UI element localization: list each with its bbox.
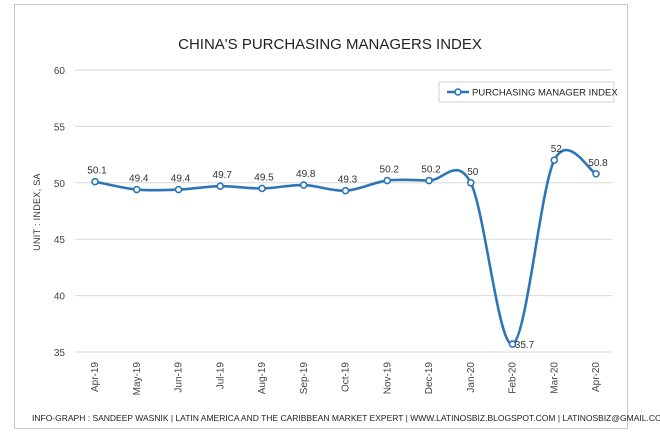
data-label: 50.8 [588,158,608,169]
data-label: 52 [551,144,563,155]
x-tick-label: Sep-19 [299,362,310,395]
legend: PURCHASING MANAGER INDEX [438,81,618,103]
x-tick-label: Jun-19 [174,362,185,393]
data-point [299,181,308,189]
data-label: 49.5 [254,172,274,183]
y-tick-label: 40 [54,292,66,303]
data-point [174,185,183,194]
data-point [132,185,141,194]
data-label: 50.1 [87,166,107,177]
data-point [550,156,559,165]
x-tick-label: Jul-19 [215,362,226,390]
data-label: 50 [467,167,479,178]
data-point [592,169,600,178]
data-point [425,176,433,185]
footer-credit: INFO-GRAPH : SANDEEP WASNIK | LATIN AMER… [32,413,660,423]
data-label: 49.3 [338,175,358,186]
data-point [258,184,266,193]
x-tick-label: Jan-20 [466,362,477,393]
chart-title: CHINA'S PURCHASING MANAGERS INDEX [178,36,482,53]
y-tick-label: 50 [54,179,66,190]
data-label: 35.7 [515,340,535,351]
gridlines [75,69,612,353]
x-tick-label: Apr-19 [90,362,101,392]
data-labels: 50.1 49.4 49.4 49.7 49.5 49.8 49.3 50.2 50.2 50 35… [87,144,608,351]
x-tick-label: Aug-19 [257,362,268,395]
data-label: 49.7 [213,170,233,181]
x-tick-label: Mar-20 [549,362,560,394]
data-point [466,179,475,187]
legend-marker-swatch [454,88,462,96]
x-tick-label: Feb-20 [508,362,519,394]
series-markers [91,156,600,348]
y-axis-ticks: 35 40 45 50 55 60 [54,66,66,359]
data-point [383,176,392,185]
data-point [341,186,350,195]
data-label: 50.2 [421,165,441,176]
y-tick-label: 60 [54,66,66,77]
y-tick-label: 45 [54,235,66,246]
data-label: 49.8 [296,169,316,180]
data-point [91,177,99,186]
data-point [508,340,517,348]
data-label: 50.2 [380,165,400,176]
y-tick-label: 35 [54,348,66,359]
x-tick-label: May-19 [132,362,143,396]
x-tick-label: Oct-19 [341,362,352,392]
data-label: 49.4 [129,174,149,185]
y-axis-label: UNIT : INDEX, SA [32,173,42,251]
chart-frame [14,4,628,429]
y-tick-label: 55 [54,122,66,133]
data-label: 49.4 [171,174,191,185]
series-line-purchasing-manager-index [93,148,598,346]
legend-box [438,81,615,103]
x-tick-label: Nov-19 [382,362,393,395]
x-tick-label: Apr-20 [591,362,602,392]
x-tick-label: Dec-19 [424,362,435,395]
legend-entry: PURCHASING MANAGER INDEX [472,88,618,99]
x-axis-ticks: Apr-19 May-19 Jun-19 Jul-19 Aug-19 Sep-19 Oct-… [90,362,602,396]
data-point [216,182,225,190]
